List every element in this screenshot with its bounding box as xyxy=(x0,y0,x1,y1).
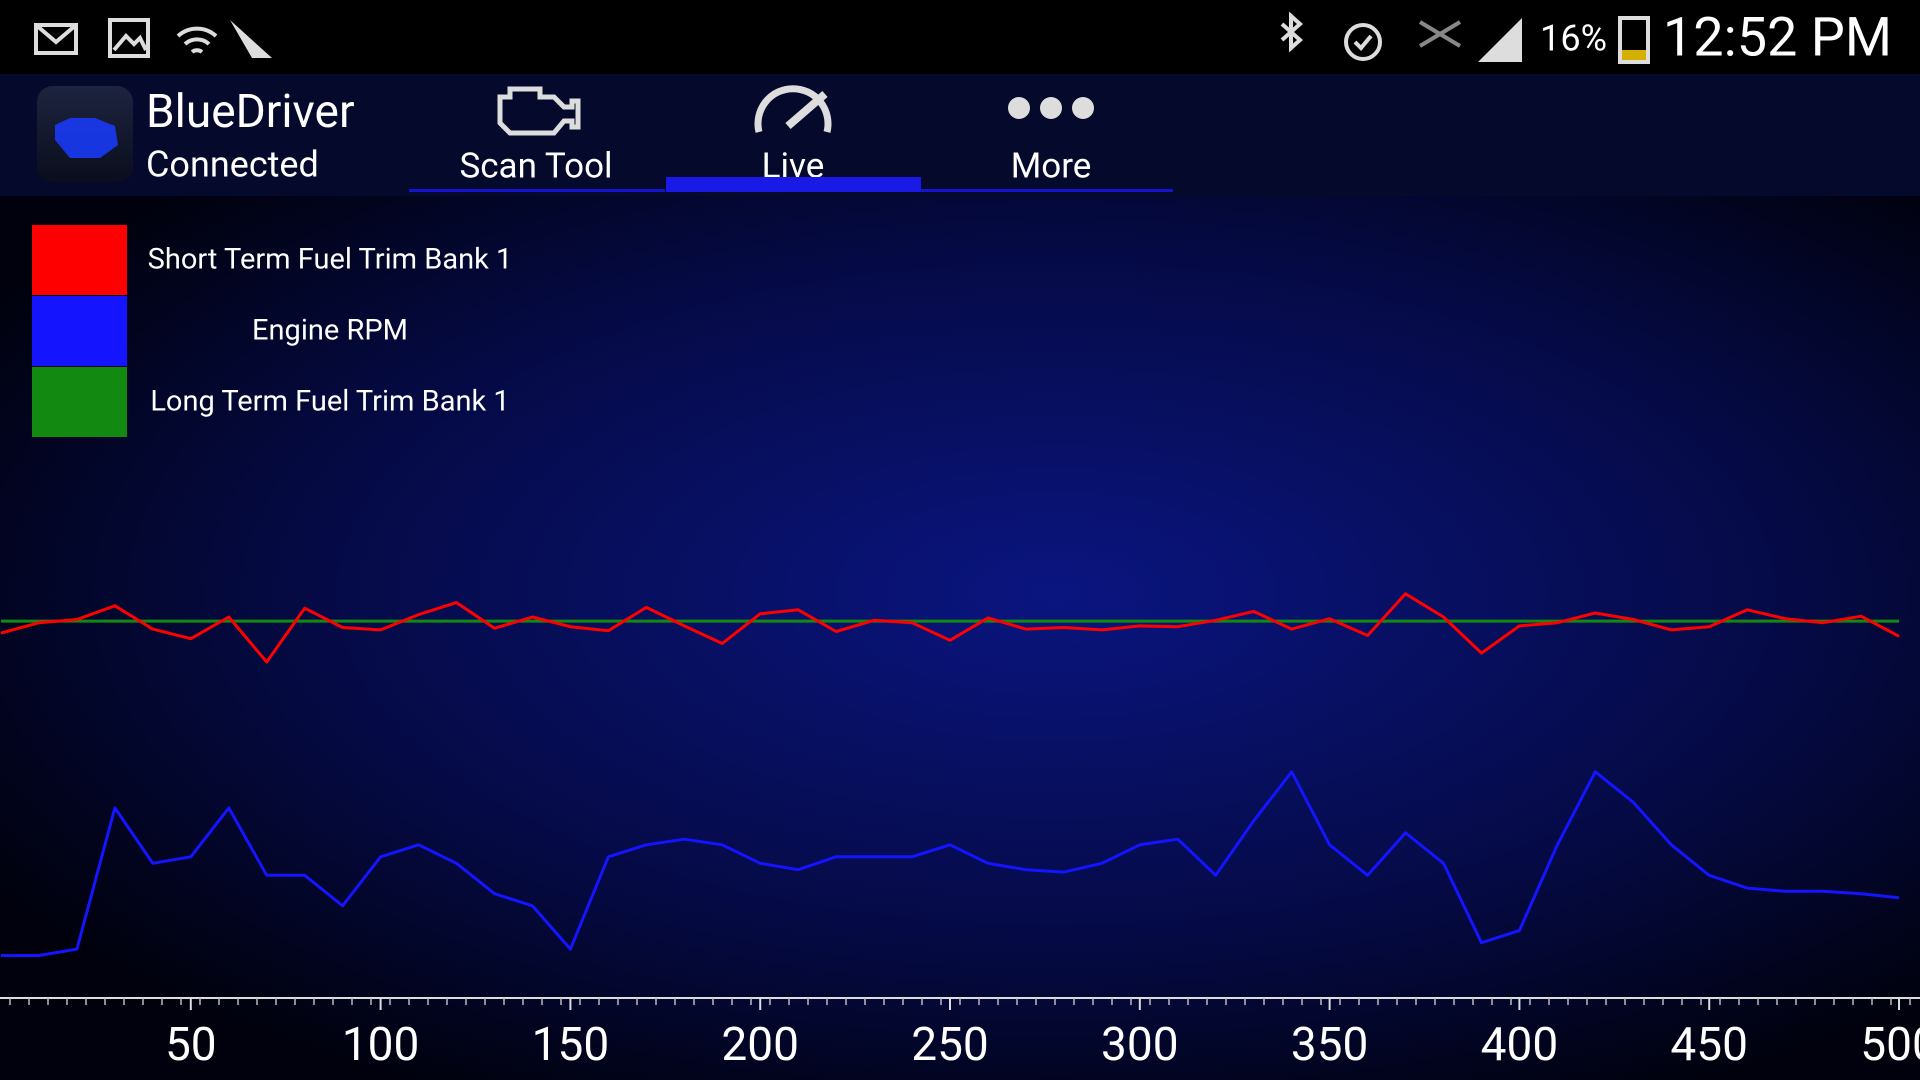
x-tick-label: 250 xyxy=(911,1018,989,1072)
data-line xyxy=(1,770,1900,957)
legend-swatch xyxy=(32,296,127,366)
gauge-needle xyxy=(785,90,828,130)
x-tick-label: 350 xyxy=(1291,1018,1369,1072)
tab-underline xyxy=(921,189,1173,192)
legend-label: Long Term Fuel Trim Bank 1 xyxy=(150,385,509,419)
x-tick-label: 100 xyxy=(342,1018,420,1072)
more-icon xyxy=(1008,97,1094,119)
legend-label: Short Term Fuel Trim Bank 1 xyxy=(148,243,513,277)
x-tick-label: 400 xyxy=(1481,1018,1559,1072)
clock: 12:52 PM xyxy=(1663,6,1892,69)
plot: Short Term Fuel Trim Bank 1 Engine RPM Lon… xyxy=(0,225,1920,1072)
live-icon xyxy=(754,85,832,133)
app-name: BlueDriver xyxy=(146,85,355,139)
status-icons xyxy=(34,11,1650,64)
legend-label: Engine RPM xyxy=(252,314,408,348)
x-tick-label: 300 xyxy=(1101,1018,1179,1072)
scan-tool-icon xyxy=(497,86,581,136)
engine-logo xyxy=(55,118,118,158)
tab[interactable]: Scan Tool xyxy=(409,86,665,192)
legend-swatch xyxy=(32,225,127,295)
tab-label[interactable]: Scan Tool xyxy=(459,145,612,186)
x-tick-label: 150 xyxy=(532,1018,610,1072)
x-tick-label: 450 xyxy=(1670,1018,1748,1072)
legend-swatch xyxy=(32,367,127,437)
connection-status: Connected xyxy=(146,144,319,186)
chart-background xyxy=(0,196,1920,1080)
status-bar xyxy=(0,0,1920,74)
tab-underline xyxy=(409,189,665,192)
x-tick-label: 500 xyxy=(1860,1018,1920,1072)
data-line xyxy=(0,592,1900,664)
tab[interactable]: More xyxy=(921,97,1173,192)
x-tick-label: 50 xyxy=(165,1018,217,1072)
active-tab-indicator xyxy=(666,177,921,192)
tab[interactable]: Live xyxy=(666,85,921,192)
battery-level: 16% xyxy=(1540,18,1607,60)
x-tick-label: 200 xyxy=(721,1018,799,1072)
tab-label[interactable]: More xyxy=(1011,145,1092,186)
action-bar xyxy=(0,74,1920,196)
